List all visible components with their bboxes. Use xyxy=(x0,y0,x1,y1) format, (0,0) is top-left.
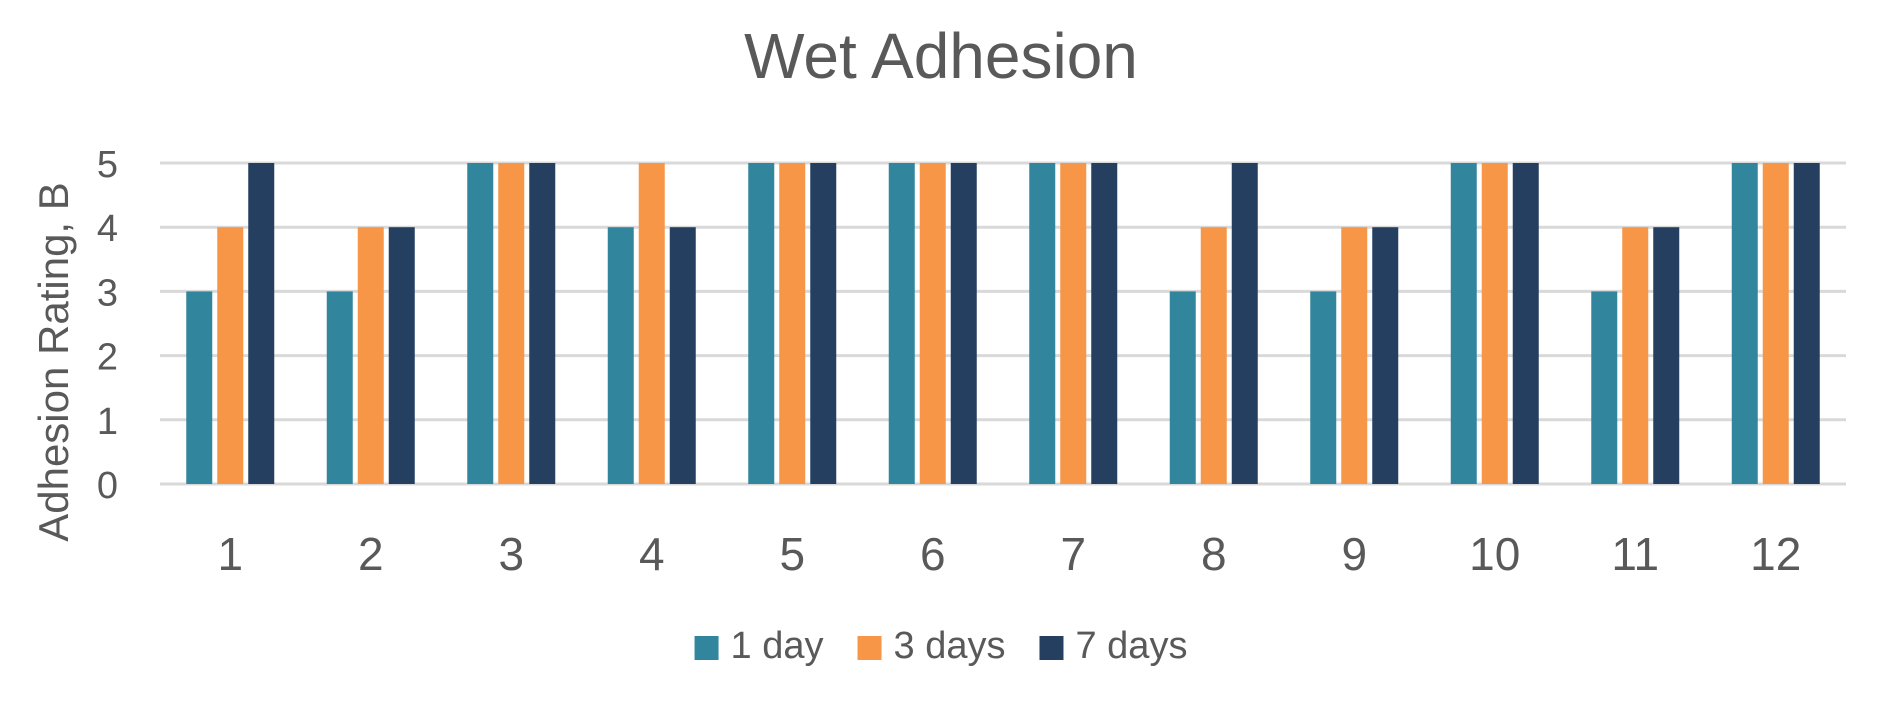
bars xyxy=(186,163,1820,484)
bar-7-days-cat-4 xyxy=(669,227,696,484)
bar-3-days-cat-6 xyxy=(919,163,946,484)
bar-1-day-cat-4 xyxy=(607,227,634,484)
bar-7-days-cat-5 xyxy=(810,163,837,484)
x-tick-label: 5 xyxy=(779,528,805,580)
bar-3-days-cat-10 xyxy=(1481,163,1508,484)
legend-label: 7 days xyxy=(1075,625,1187,667)
y-tick-label: 0 xyxy=(97,465,118,507)
x-tick-labels: 1 2 3 4 5 6 7 8 9 10 11 12 xyxy=(217,528,1801,580)
x-tick-label: 12 xyxy=(1750,528,1801,580)
bar-1-day-cat-3 xyxy=(467,163,494,484)
bar-3-days-cat-12 xyxy=(1762,163,1789,484)
bar-1-day-cat-10 xyxy=(1450,163,1477,484)
x-tick-label: 4 xyxy=(639,528,665,580)
bar-1-day-cat-7 xyxy=(1029,163,1056,484)
y-tick-label: 5 xyxy=(97,144,118,186)
bar-7-days-cat-8 xyxy=(1231,163,1258,484)
x-tick-label: 11 xyxy=(1611,528,1659,580)
bar-3-days-cat-7 xyxy=(1060,163,1087,484)
bar-7-days-cat-2 xyxy=(388,227,415,484)
bar-7-days-cat-10 xyxy=(1512,163,1539,484)
legend-label: 1 day xyxy=(731,625,824,667)
x-tick-label: 3 xyxy=(498,528,524,580)
bar-7-days-cat-1 xyxy=(248,163,275,484)
x-tick-label: 6 xyxy=(920,528,946,580)
legend: 1 day 3 days 7 days xyxy=(694,625,1187,667)
y-tick-label: 3 xyxy=(97,272,118,314)
x-tick-label: 10 xyxy=(1469,528,1520,580)
bar-3-days-cat-1 xyxy=(217,227,244,484)
bar-3-days-cat-3 xyxy=(498,163,525,484)
y-tick-label: 1 xyxy=(97,401,118,443)
bar-1-day-cat-5 xyxy=(748,163,775,484)
x-tick-label: 7 xyxy=(1060,528,1086,580)
bar-7-days-cat-11 xyxy=(1653,227,1680,484)
bar-3-days-cat-4 xyxy=(638,163,665,484)
x-tick-label: 2 xyxy=(358,528,384,580)
bar-7-days-cat-12 xyxy=(1793,163,1820,484)
bar-3-days-cat-2 xyxy=(357,227,384,484)
bar-1-day-cat-8 xyxy=(1169,291,1196,484)
bar-7-days-cat-7 xyxy=(1091,163,1118,484)
x-tick-label: 1 xyxy=(217,528,243,580)
bar-3-days-cat-9 xyxy=(1341,227,1368,484)
x-tick-label: 8 xyxy=(1201,528,1227,580)
gridlines xyxy=(160,161,1846,486)
bar-1-day-cat-12 xyxy=(1731,163,1758,484)
bar-7-days-cat-6 xyxy=(950,163,977,484)
y-tick-label: 4 xyxy=(97,208,118,250)
y-axis-label: Adhesion Rating, B xyxy=(30,182,77,542)
bar-7-days-cat-9 xyxy=(1372,227,1399,484)
bar-3-days-cat-11 xyxy=(1622,227,1649,484)
y-tick-label: 2 xyxy=(97,337,118,379)
bar-3-days-cat-5 xyxy=(779,163,806,484)
y-tick-labels: 0 1 2 3 4 5 xyxy=(97,144,118,507)
bar-3-days-cat-8 xyxy=(1200,227,1227,484)
legend-swatch-1-day xyxy=(694,636,719,660)
bar-1-day-cat-11 xyxy=(1591,291,1618,484)
bar-1-day-cat-9 xyxy=(1310,291,1337,484)
legend-swatch-3-days xyxy=(857,636,882,660)
chart-title: Wet Adhesion xyxy=(744,20,1138,92)
legend-label: 3 days xyxy=(894,625,1006,667)
x-tick-label: 9 xyxy=(1341,528,1367,580)
bar-1-day-cat-1 xyxy=(186,291,213,484)
bar-7-days-cat-3 xyxy=(529,163,556,484)
bar-1-day-cat-2 xyxy=(326,291,353,484)
bar-1-day-cat-6 xyxy=(888,163,915,484)
legend-swatch-7-days xyxy=(1039,636,1064,660)
